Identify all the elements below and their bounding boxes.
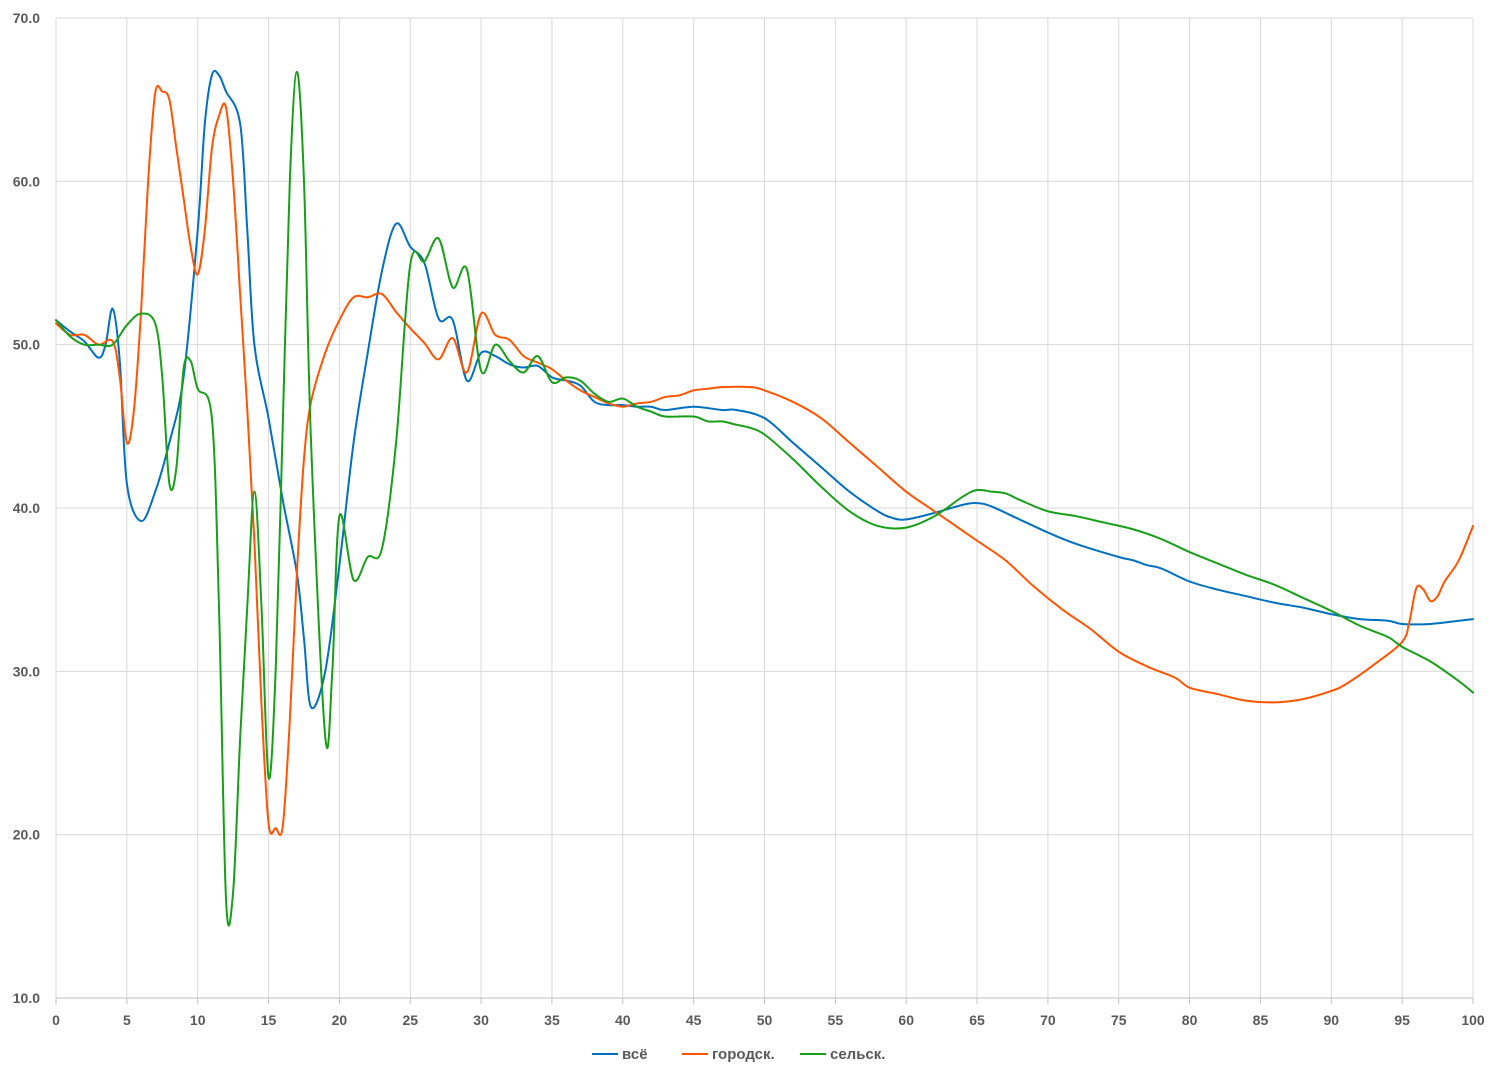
- axes: 10.0 20.0 30.0 40.0 50.0 60.0 70.0 0 5 10 15 20 25 30…: [13, 10, 1485, 1028]
- x-tick-label: 90: [1324, 1012, 1340, 1028]
- x-tick-label: 70: [1040, 1012, 1056, 1028]
- y-tick-label: 40.0: [13, 500, 40, 516]
- y-tick-label: 60.0: [13, 173, 40, 189]
- x-tick-label: 100: [1461, 1012, 1485, 1028]
- x-tick-label: 20: [332, 1012, 348, 1028]
- series-line-1: [55, 84, 1474, 837]
- x-tick-label: 10: [190, 1012, 206, 1028]
- legend-item: всё: [592, 1046, 648, 1063]
- x-tick-label: 15: [261, 1012, 277, 1028]
- series-lines: [55, 69, 1474, 927]
- x-tick-label: 65: [969, 1012, 985, 1028]
- legend: всё городск. сельск.: [592, 1046, 885, 1063]
- x-tick-label: 5: [123, 1012, 131, 1028]
- legend-item: городск.: [682, 1046, 775, 1063]
- series-line-2: [55, 70, 1474, 927]
- y-tick-label: 20.0: [13, 827, 40, 843]
- x-tick-label: 60: [898, 1012, 914, 1028]
- y-tick-label: 50.0: [13, 337, 40, 353]
- legend-label: городск.: [712, 1046, 775, 1063]
- legend-item: сельск.: [800, 1046, 885, 1063]
- x-tick-label: 85: [1253, 1012, 1269, 1028]
- x-tick-label: 45: [686, 1012, 702, 1028]
- x-tick-label: 40: [615, 1012, 631, 1028]
- x-tick-label: 50: [757, 1012, 773, 1028]
- x-tick-label: 35: [544, 1012, 560, 1028]
- x-tick-label: 80: [1182, 1012, 1198, 1028]
- y-tick-label: 70.0: [13, 10, 40, 26]
- gridlines: [55, 17, 1474, 998]
- y-tick-label: 10.0: [13, 990, 40, 1006]
- x-tick-label: 95: [1394, 1012, 1410, 1028]
- x-tick-label: 75: [1111, 1012, 1127, 1028]
- x-tick-label: 25: [402, 1012, 418, 1028]
- legend-label: всё: [622, 1046, 648, 1063]
- x-tick-label: 55: [828, 1012, 844, 1028]
- x-tick-label: 30: [473, 1012, 489, 1028]
- series-line-0: [55, 69, 1474, 710]
- legend-label: сельск.: [830, 1046, 885, 1063]
- x-tick-label: 0: [52, 1012, 60, 1028]
- y-tick-label: 30.0: [13, 663, 40, 679]
